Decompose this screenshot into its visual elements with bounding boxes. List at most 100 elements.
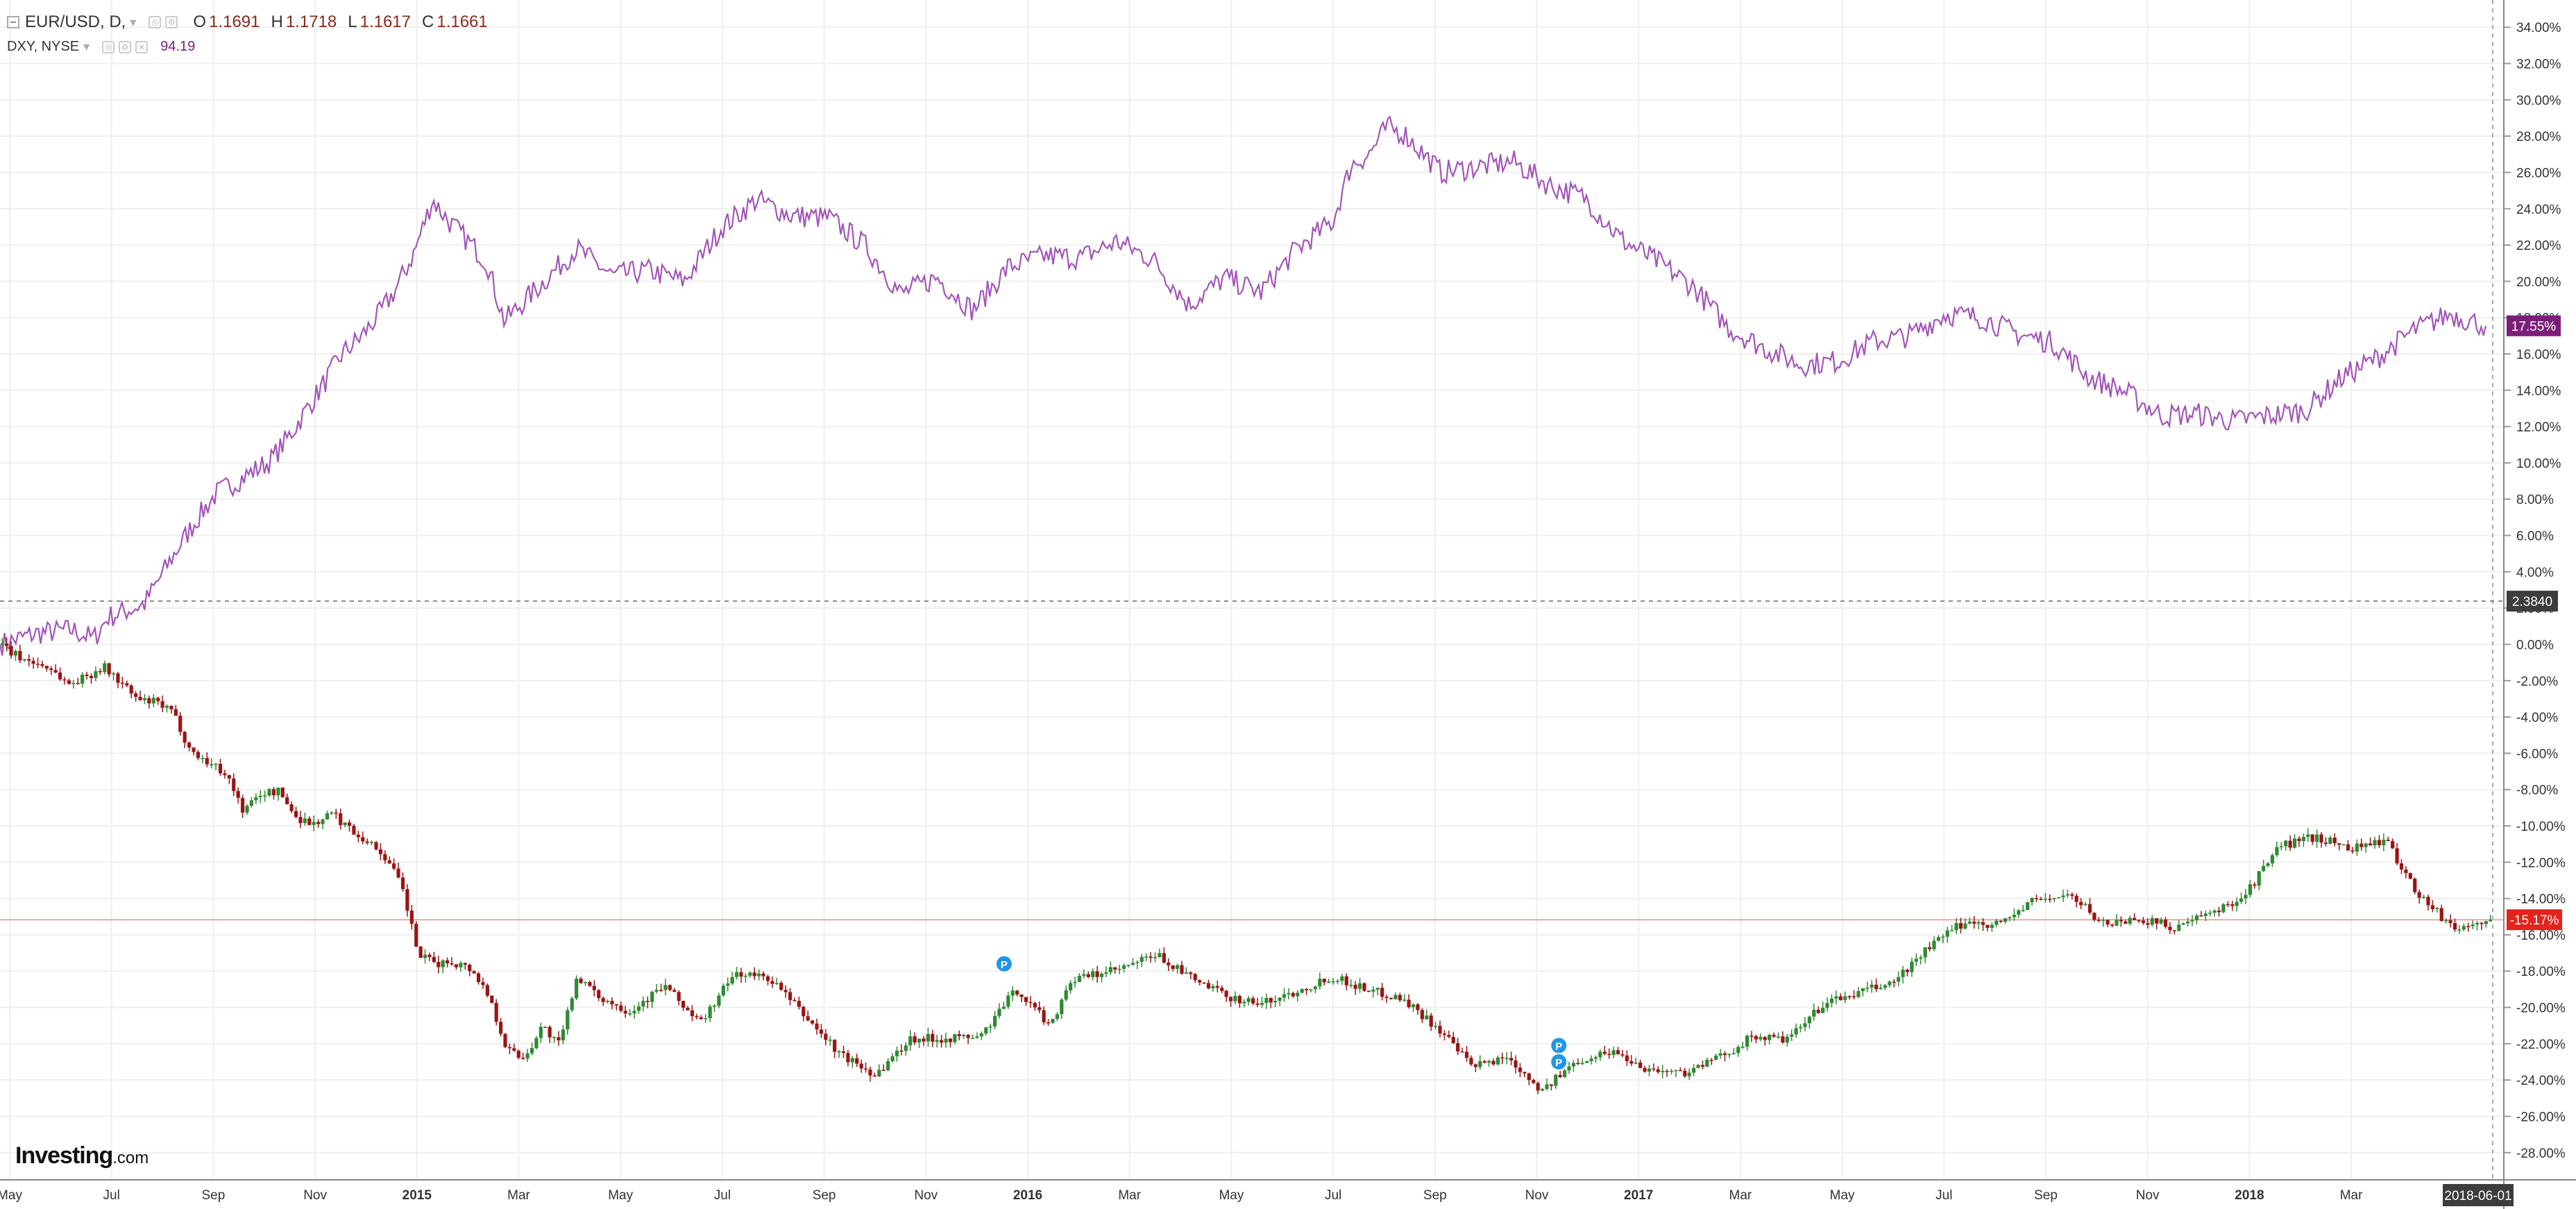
- candle-body: [636, 1006, 641, 1011]
- symbol-caret-icon[interactable]: ▾: [130, 15, 137, 29]
- candle-body: [1362, 983, 1366, 991]
- candle-body: [1950, 930, 1954, 931]
- eurusd-candle: [441, 959, 445, 974]
- eurusd-candle: [437, 956, 441, 974]
- eurusd-candle: [895, 1047, 899, 1062]
- eurusd-candle: [641, 996, 645, 1012]
- settings-icon[interactable]: ⚙: [119, 40, 132, 53]
- y-tick-label: -8.00%: [2516, 784, 2558, 798]
- y-tick-label: 24.00%: [2516, 203, 2561, 217]
- investing-logo[interactable]: Investing.com: [15, 1142, 149, 1169]
- candle-body: [1073, 981, 1077, 983]
- time-axis[interactable]: May Jul Sep Nov 2015 Mar May Jul Sep Nov 2016 Mar Ma…: [0, 1179, 2576, 1203]
- candle-body: [1019, 994, 1024, 997]
- eurusd-candle: [1335, 979, 1340, 985]
- eurusd-candle: [1051, 1018, 1055, 1024]
- candle-body: [2484, 921, 2488, 924]
- eurusd-candle: [2328, 835, 2332, 845]
- event-marker-dot[interactable]: [1550, 1053, 1568, 1071]
- candle-body: [2288, 840, 2292, 848]
- close-icon[interactable]: ✕: [135, 40, 149, 53]
- plot-area: [0, 115, 2493, 1094]
- candle-body: [1051, 1019, 1055, 1023]
- eurusd-candle: [841, 1045, 846, 1058]
- eurusd-candle: [2395, 843, 2399, 865]
- candle-body: [1206, 983, 1211, 989]
- candle-body: [957, 1034, 961, 1037]
- main-series-legend[interactable]: EUR/USD, D, ▾ ◎ ⚙ O 1.1691 H 1.1718 L 1.…: [7, 12, 488, 32]
- eurusd-candle: [1963, 918, 1967, 930]
- candle-body: [575, 979, 579, 999]
- eurusd-candle: [717, 992, 721, 1008]
- eurusd-candle: [103, 660, 107, 675]
- y-tick-label: 34.00%: [2516, 21, 2561, 35]
- eurusd-candle: [1411, 1003, 1416, 1013]
- candle-body: [1171, 965, 1175, 969]
- candle-body: [2155, 918, 2159, 924]
- candle-body: [1260, 1003, 1264, 1005]
- y-tick-label: 8.00%: [2516, 493, 2554, 507]
- candle-body: [926, 1033, 930, 1042]
- candle-body: [997, 1008, 1001, 1016]
- candle-body: [463, 963, 467, 965]
- price-axis[interactable]: 34.00% 32.00% 30.00% 28.00% 26.00% 24.00% 22.0…: [2503, 0, 2566, 1209]
- eurusd-candle: [2186, 918, 2190, 927]
- candle-body: [1393, 995, 1398, 999]
- event-marker[interactable]: P: [994, 954, 1013, 973]
- candle-body: [588, 981, 592, 986]
- eurusd-candle: [1287, 988, 1291, 1000]
- eurusd-candle: [334, 809, 338, 819]
- eurusd-candle: [944, 1032, 948, 1048]
- candle-body: [2391, 840, 2395, 849]
- reference-lines: [0, 0, 2504, 1180]
- candle-body: [1282, 994, 1287, 998]
- annotation-markers[interactable]: PPP: [994, 954, 1568, 1071]
- eurusd-candle: [1892, 979, 1896, 988]
- settings-icon[interactable]: ⚙: [165, 16, 178, 28]
- candle-body: [1616, 1050, 1620, 1055]
- candle-body: [80, 675, 85, 684]
- candle-body: [1768, 1035, 1772, 1040]
- candle-body: [1095, 971, 1099, 977]
- eurusd-candle: [1309, 989, 1313, 992]
- candle-body: [2221, 904, 2226, 913]
- eurusd-candle: [178, 712, 183, 736]
- event-marker[interactable]: P: [1550, 1036, 1568, 1055]
- event-marker-dot[interactable]: [994, 954, 1013, 973]
- eurusd-candle: [476, 972, 481, 985]
- eurusd-candle: [2489, 915, 2493, 922]
- eurusd-candle: [1772, 1032, 1776, 1038]
- eurusd-candle: [650, 990, 654, 1008]
- candle-body: [815, 1023, 819, 1030]
- eye-icon[interactable]: ◎: [102, 40, 115, 53]
- collapse-legend-icon[interactable]: [7, 16, 19, 28]
- candle-body: [811, 1020, 815, 1024]
- candle-body: [1785, 1036, 1789, 1043]
- candle-body: [218, 763, 223, 774]
- candle-body: [164, 705, 169, 708]
- eye-icon[interactable]: ◎: [149, 16, 162, 28]
- overlay-caret-icon[interactable]: ▾: [83, 40, 90, 53]
- y-tick-label: -16.00%: [2516, 929, 2566, 943]
- eurusd-candle: [2435, 906, 2439, 913]
- eurusd-candle: [1001, 1001, 1006, 1010]
- eurusd-candle: [2369, 837, 2373, 846]
- eurusd-candle: [481, 977, 485, 990]
- event-marker[interactable]: P: [1550, 1053, 1568, 1071]
- candle-body: [2003, 918, 2008, 922]
- eurusd-candle: [1856, 986, 1861, 999]
- overlay-series-legend[interactable]: DXY, NYSE ▾ ◎ ⚙ ✕ 94.19: [7, 39, 195, 55]
- candle-body: [1914, 958, 1918, 962]
- candle-body: [2034, 897, 2039, 899]
- eurusd-candle: [2163, 917, 2168, 929]
- eurusd-candle: [1099, 972, 1104, 983]
- overlay-symbol-label[interactable]: DXY, NYSE: [7, 39, 80, 54]
- candle-body: [677, 992, 681, 1001]
- eurusd-candle: [579, 976, 583, 984]
- candle-body: [1620, 1054, 1625, 1056]
- main-symbol-label[interactable]: EUR/USD, D,: [25, 12, 126, 31]
- eurusd-candle: [1700, 1060, 1705, 1070]
- candle-body: [2239, 898, 2244, 902]
- eurusd-candle: [1296, 990, 1300, 1002]
